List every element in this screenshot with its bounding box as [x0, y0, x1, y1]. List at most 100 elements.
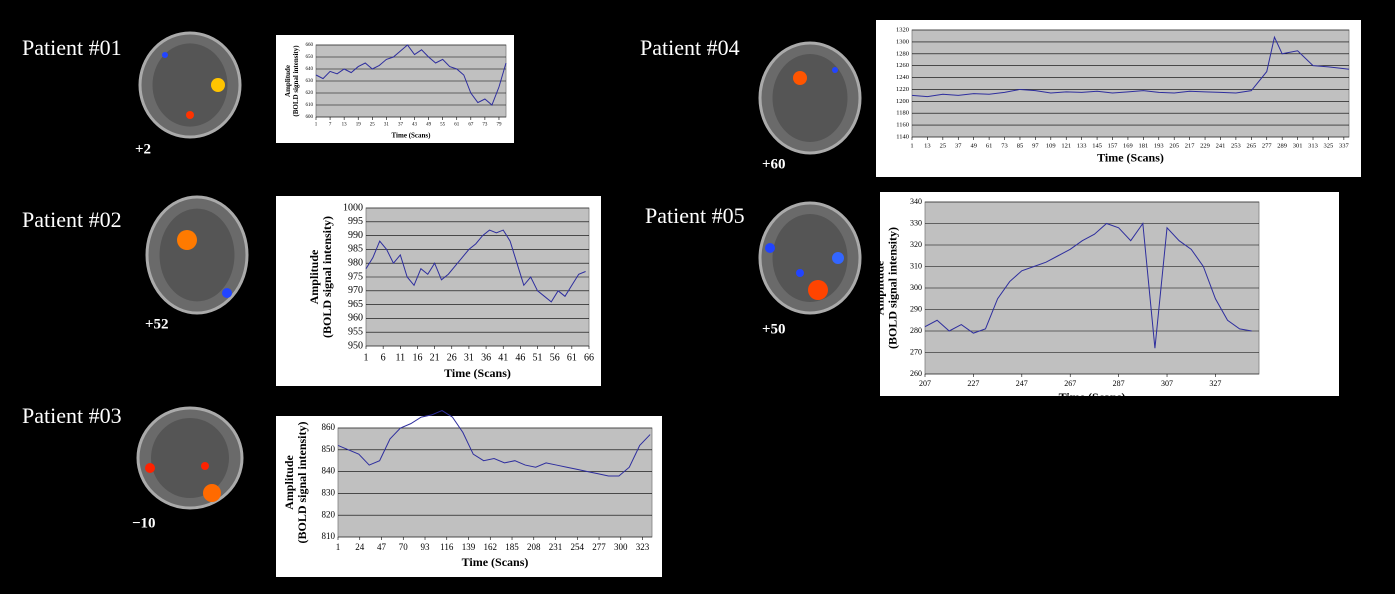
plot-area	[338, 428, 652, 537]
y-tick-label: 990	[348, 230, 363, 241]
x-tick-label: 67	[468, 123, 474, 128]
x-tick-label: 207	[919, 379, 931, 388]
x-tick-label: 16	[412, 352, 422, 363]
activation-blob	[186, 111, 194, 119]
x-axis-label: Time (Scans)	[462, 555, 529, 569]
activation-blob	[222, 288, 232, 298]
activation-blob	[765, 243, 775, 253]
panel-label: Patient #05	[645, 203, 745, 228]
x-tick-label: 205	[1169, 142, 1179, 149]
x-tick-label: 31	[464, 352, 474, 363]
y-tick-label: 1260	[896, 62, 909, 69]
x-tick-label: 73	[1001, 142, 1008, 149]
x-tick-label: 231	[549, 542, 563, 552]
x-tick-label: 79	[496, 123, 502, 128]
slice-label: −10	[132, 515, 156, 531]
y-tick-label: 1200	[896, 98, 909, 105]
x-tick-label: 41	[498, 352, 508, 363]
y-tick-label: 1300	[896, 38, 909, 45]
slice-label: +2	[135, 141, 151, 157]
x-tick-label: 121	[1061, 142, 1071, 149]
x-tick-label: 133	[1077, 142, 1087, 149]
x-tick-label: 325	[1324, 142, 1334, 149]
x-tick-label: 313	[1308, 142, 1318, 149]
y-axis-label: (BOLD signal intensity)	[295, 421, 309, 543]
panel-label: Patient #03	[22, 403, 122, 428]
y-tick-label: 985	[348, 244, 363, 255]
x-tick-label: 1	[364, 352, 369, 363]
x-tick-label: 51	[533, 352, 543, 363]
x-tick-label: 46	[515, 352, 525, 363]
activation-blob	[832, 67, 838, 73]
x-tick-label: 109	[1046, 142, 1056, 149]
x-tick-label: 6	[381, 352, 386, 363]
y-tick-label: 630	[306, 79, 314, 84]
x-tick-label: 229	[1200, 142, 1210, 149]
x-tick-label: 267	[1064, 379, 1076, 388]
x-tick-label: 66	[584, 352, 594, 363]
y-tick-label: 650	[306, 55, 314, 60]
x-axis-label: Time (Scans)	[1059, 390, 1126, 404]
x-tick-label: 323	[636, 542, 650, 552]
y-axis-label: (BOLD signal intensity)	[885, 227, 899, 349]
x-tick-label: 181	[1138, 142, 1148, 149]
y-tick-label: 1000	[343, 202, 363, 213]
x-tick-label: 307	[1161, 379, 1173, 388]
x-tick-label: 55	[440, 123, 446, 128]
panel-label: Patient #01	[22, 35, 122, 60]
y-tick-label: 1240	[896, 74, 909, 81]
panel-label: Patient #02	[22, 207, 122, 232]
y-axis-label: Amplitude	[282, 454, 296, 509]
y-tick-label: 970	[348, 285, 363, 296]
x-tick-label: 85	[1017, 142, 1024, 149]
x-tick-label: 217	[1185, 142, 1196, 149]
x-tick-label: 56	[550, 352, 560, 363]
figure: Patient #01+2600610620630640650660171319…	[0, 0, 1395, 594]
x-tick-label: 253	[1231, 142, 1241, 149]
y-tick-label: 660	[306, 43, 314, 48]
x-tick-label: 73	[482, 123, 488, 128]
x-tick-label: 49	[970, 142, 977, 149]
y-tick-label: 1160	[896, 122, 909, 129]
y-tick-label: 640	[306, 67, 314, 72]
x-tick-label: 49	[426, 123, 432, 128]
x-tick-label: 300	[614, 542, 628, 552]
x-tick-label: 208	[527, 542, 541, 552]
x-tick-label: 11	[395, 352, 405, 363]
slice-label: +52	[145, 316, 169, 332]
y-tick-label: 600	[306, 115, 314, 120]
x-tick-label: 162	[484, 542, 498, 552]
x-tick-label: 25	[370, 123, 376, 128]
x-tick-label: 70	[399, 542, 409, 552]
y-tick-label: 280	[910, 326, 922, 335]
y-tick-label: 340	[910, 197, 922, 206]
x-tick-label: 37	[955, 142, 962, 149]
panel-label: Patient #04	[640, 35, 740, 60]
activation-blob	[832, 252, 844, 264]
x-tick-label: 19	[356, 123, 362, 128]
activation-blob	[793, 71, 807, 85]
x-tick-label: 25	[940, 142, 947, 149]
x-tick-label: 145	[1092, 142, 1102, 149]
x-tick-label: 21	[430, 352, 440, 363]
y-tick-label: 620	[306, 91, 314, 96]
x-tick-label: 265	[1246, 142, 1256, 149]
y-tick-label: 840	[322, 466, 336, 476]
activation-blob	[201, 462, 209, 470]
x-tick-label: 36	[481, 352, 491, 363]
slice-label: +50	[762, 321, 786, 337]
x-tick-label: 254	[571, 542, 585, 552]
y-axis-label: Amplitude	[872, 260, 886, 315]
x-axis-label: Time (Scans)	[1097, 150, 1164, 164]
y-tick-label: 1220	[896, 86, 909, 93]
activation-blob	[145, 463, 155, 473]
y-tick-label: 1320	[896, 26, 909, 33]
plot-area	[912, 30, 1349, 137]
x-axis-label: Time (Scans)	[444, 366, 511, 380]
x-tick-label: 1	[910, 142, 913, 149]
x-tick-label: 1	[336, 542, 341, 552]
y-tick-label: 270	[910, 347, 922, 356]
x-tick-label: 277	[1262, 142, 1273, 149]
y-tick-label: 810	[322, 531, 336, 541]
y-tick-label: 860	[322, 422, 336, 432]
